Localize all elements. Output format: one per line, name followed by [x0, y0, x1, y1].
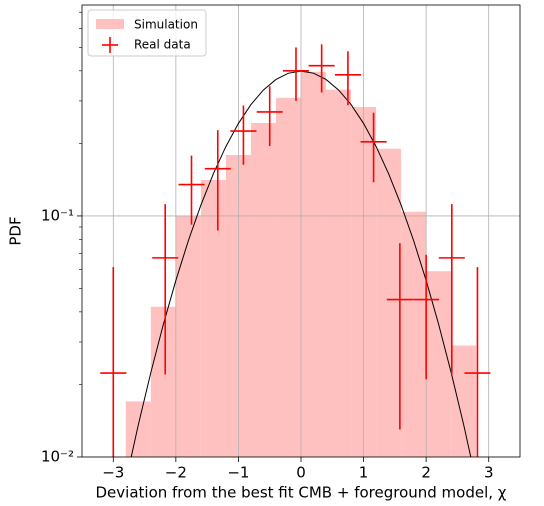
histogram-bar: [175, 215, 201, 457]
x-tick-label: 0: [296, 464, 306, 482]
x-tick-label: 1: [359, 464, 369, 482]
x-tick-label: 3: [484, 464, 494, 482]
x-axis-label: Deviation from the best fit CMB + foregr…: [96, 484, 507, 502]
histogram-bar: [326, 89, 352, 457]
x-tick-label: −2: [165, 464, 187, 482]
histogram-bar: [150, 306, 176, 457]
legend-swatch: [96, 19, 124, 29]
x-tick-label: 2: [421, 464, 431, 482]
legend-label: Simulation: [134, 18, 198, 32]
histogram-bar: [125, 401, 151, 457]
histogram-bar: [301, 71, 327, 457]
histogram-bar: [250, 122, 276, 457]
y-tick-label: 10⁻²: [41, 448, 74, 466]
histogram-bar: [200, 179, 226, 457]
plot-area: [82, 5, 520, 457]
histogram-bar: [401, 211, 427, 457]
x-tick-label: −1: [227, 464, 249, 482]
histogram-bar: [451, 345, 477, 457]
y-axis-label: PDF: [7, 216, 25, 245]
histogram-bar: [426, 271, 452, 457]
histogram-bar: [275, 97, 301, 457]
y-tick-label: 10⁻¹: [41, 206, 74, 224]
histogram-bar: [376, 148, 402, 457]
x-tick-label: −3: [102, 464, 124, 482]
legend-label: Real data: [134, 38, 191, 52]
